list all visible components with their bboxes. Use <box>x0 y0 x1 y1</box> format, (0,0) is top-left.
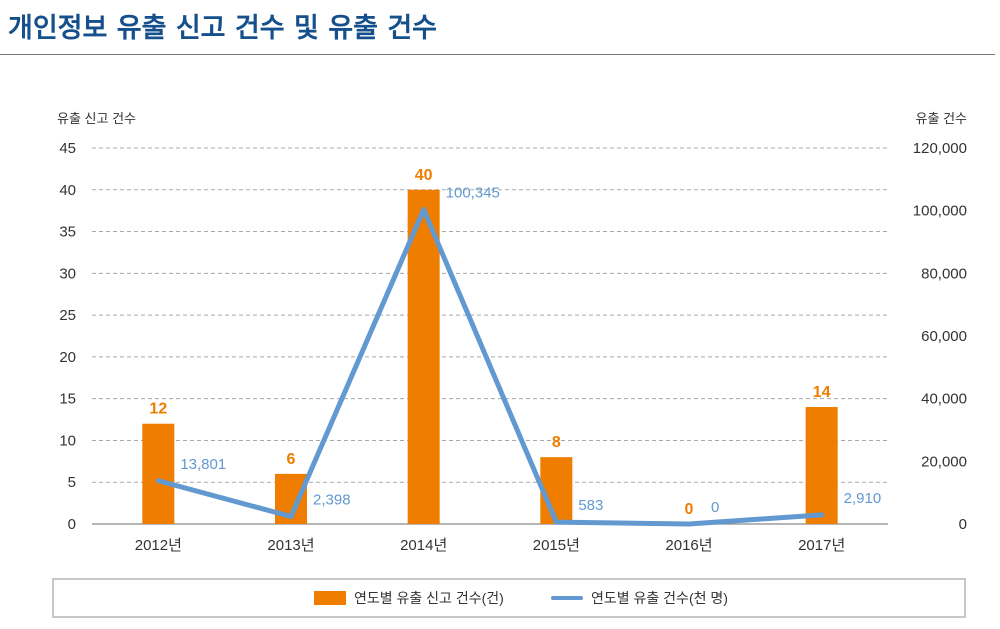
title-divider <box>0 54 995 55</box>
line-data-label: 13,801 <box>180 456 226 473</box>
bar-data-label: 12 <box>149 401 167 418</box>
x-tick-label: 2012년 <box>135 537 182 554</box>
left-tick-label: 30 <box>59 265 76 282</box>
left-axis-ticks: 0 5 10 15 20 25 30 35 40 45 <box>59 140 76 533</box>
line-point <box>155 478 161 484</box>
left-tick-label: 25 <box>59 307 76 324</box>
left-axis-title: 유출 신고 건수 <box>57 111 136 126</box>
line-series: 13,801 2,398 100,345 583 0 2,910 <box>155 185 882 527</box>
line-data-label: 2,910 <box>844 490 882 507</box>
x-axis-ticks: 2012년 2013년 2014년 2015년 2016년 2017년 <box>135 537 846 554</box>
bar-data-label: 6 <box>287 451 296 468</box>
left-tick-label: 15 <box>59 391 76 408</box>
x-tick-label: 2015년 <box>533 537 580 554</box>
line-data-label: 583 <box>578 497 603 514</box>
page-title: 개인정보 유출 신고 건수 및 유출 건수 <box>8 13 437 44</box>
legend-bar-swatch <box>314 591 346 605</box>
legend: 연도별 유출 신고 건수(건) 연도별 유출 건수(천 명) <box>52 578 966 618</box>
legend-label-line: 연도별 유출 건수(천 명) <box>591 590 728 606</box>
bar <box>142 423 175 524</box>
bar-data-label: 8 <box>552 434 561 451</box>
x-tick-label: 2017년 <box>798 537 845 554</box>
line-data-label: 100,345 <box>446 185 500 202</box>
x-tick-label: 2013년 <box>267 537 314 554</box>
line-point <box>686 521 692 527</box>
bar <box>407 189 440 524</box>
line-point <box>819 512 825 518</box>
combo-chart: 유출 신고 건수 유출 건수 0 5 10 15 20 25 30 35 40 45 0 20,00… <box>57 111 967 554</box>
left-tick-label: 40 <box>59 182 76 199</box>
left-tick-label: 5 <box>68 474 76 491</box>
bar-series: 12 6 40 8 0 14 <box>142 167 838 524</box>
bar-data-label: 14 <box>813 384 831 401</box>
gridlines <box>92 147 888 525</box>
line-path <box>155 207 825 527</box>
right-axis-ticks: 0 20,000 40,000 60,000 80,000 100,000 120,000 <box>913 140 967 533</box>
bar <box>540 457 573 524</box>
bar-data-label: 40 <box>415 167 433 184</box>
left-tick-label: 45 <box>59 140 76 157</box>
legend-label-bar: 연도별 유출 신고 건수(건) <box>354 590 504 606</box>
left-tick-label: 35 <box>59 224 76 241</box>
right-tick-label: 60,000 <box>921 328 967 345</box>
right-axis-title: 유출 건수 <box>916 111 967 126</box>
legend-item-line: 연도별 유출 건수(천 명) <box>551 580 728 616</box>
left-tick-label: 20 <box>59 349 76 366</box>
line-point <box>421 207 427 213</box>
bar-data-label: 0 <box>685 501 694 518</box>
right-tick-label: 100,000 <box>913 203 967 220</box>
legend-item-bar: 연도별 유출 신고 건수(건) <box>314 580 504 616</box>
left-tick-label: 0 <box>68 516 76 533</box>
line-point <box>288 513 294 519</box>
right-tick-label: 20,000 <box>921 453 967 470</box>
right-tick-label: 40,000 <box>921 391 967 408</box>
bar <box>805 407 838 524</box>
line-data-label: 2,398 <box>313 491 351 508</box>
line-point <box>553 519 559 525</box>
line-data-label: 0 <box>711 499 719 516</box>
left-tick-label: 10 <box>59 432 76 449</box>
x-tick-label: 2014년 <box>400 537 447 554</box>
legend-line-swatch <box>551 596 583 600</box>
right-tick-label: 0 <box>959 516 967 533</box>
x-tick-label: 2016년 <box>665 537 712 554</box>
right-tick-label: 80,000 <box>921 265 967 282</box>
right-tick-label: 120,000 <box>913 140 967 157</box>
